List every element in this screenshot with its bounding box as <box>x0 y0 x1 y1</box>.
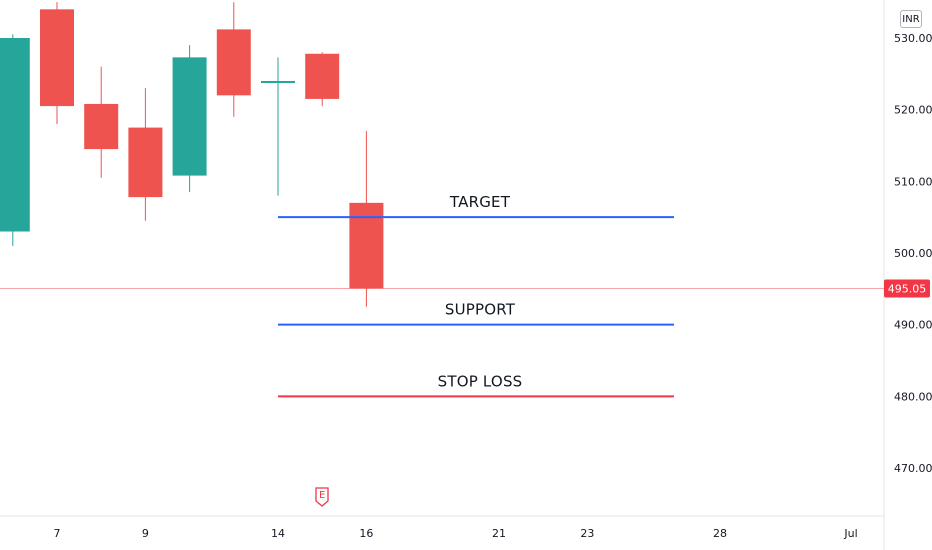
candle-body <box>0 38 30 232</box>
annotation-label: STOP LOSS <box>438 372 523 390</box>
candle-body <box>84 103 119 150</box>
x-tick-label: 28 <box>713 527 727 540</box>
candle-body <box>349 202 384 289</box>
currency-button[interactable]: INR <box>900 10 922 28</box>
x-tick-label: Jul <box>843 527 857 540</box>
x-tick-label: 23 <box>580 527 594 540</box>
annotation-label: SUPPORT <box>445 301 516 319</box>
y-tick-label: 480.00 <box>894 390 932 403</box>
candle-body <box>261 81 295 83</box>
last-price-tag <box>884 279 930 298</box>
x-tick-label: 21 <box>492 527 506 540</box>
candle-body <box>305 53 340 99</box>
x-tick-label: 16 <box>359 527 373 540</box>
annotation-label: TARGET <box>449 193 511 211</box>
y-tick-label: 520.00 <box>894 104 932 117</box>
y-tick-label: 470.00 <box>894 462 932 475</box>
y-tick-label: 510.00 <box>894 175 932 188</box>
candle-body <box>128 127 163 198</box>
candle-body <box>216 29 251 96</box>
earnings-event-icon[interactable]: E <box>314 487 330 507</box>
x-tick-label: 7 <box>54 527 61 540</box>
earnings-badge-shape <box>315 487 329 507</box>
x-tick-label: 9 <box>142 527 149 540</box>
y-tick-label: 530.00 <box>894 32 932 45</box>
candle-body <box>40 9 74 107</box>
earnings-label: E <box>319 490 326 501</box>
x-tick-label: 14 <box>271 527 285 540</box>
last-price-value: 495.05 <box>888 282 927 295</box>
candle-body <box>172 57 207 176</box>
y-tick-label: 500.00 <box>894 247 932 260</box>
y-tick-label: 490.00 <box>894 319 932 332</box>
